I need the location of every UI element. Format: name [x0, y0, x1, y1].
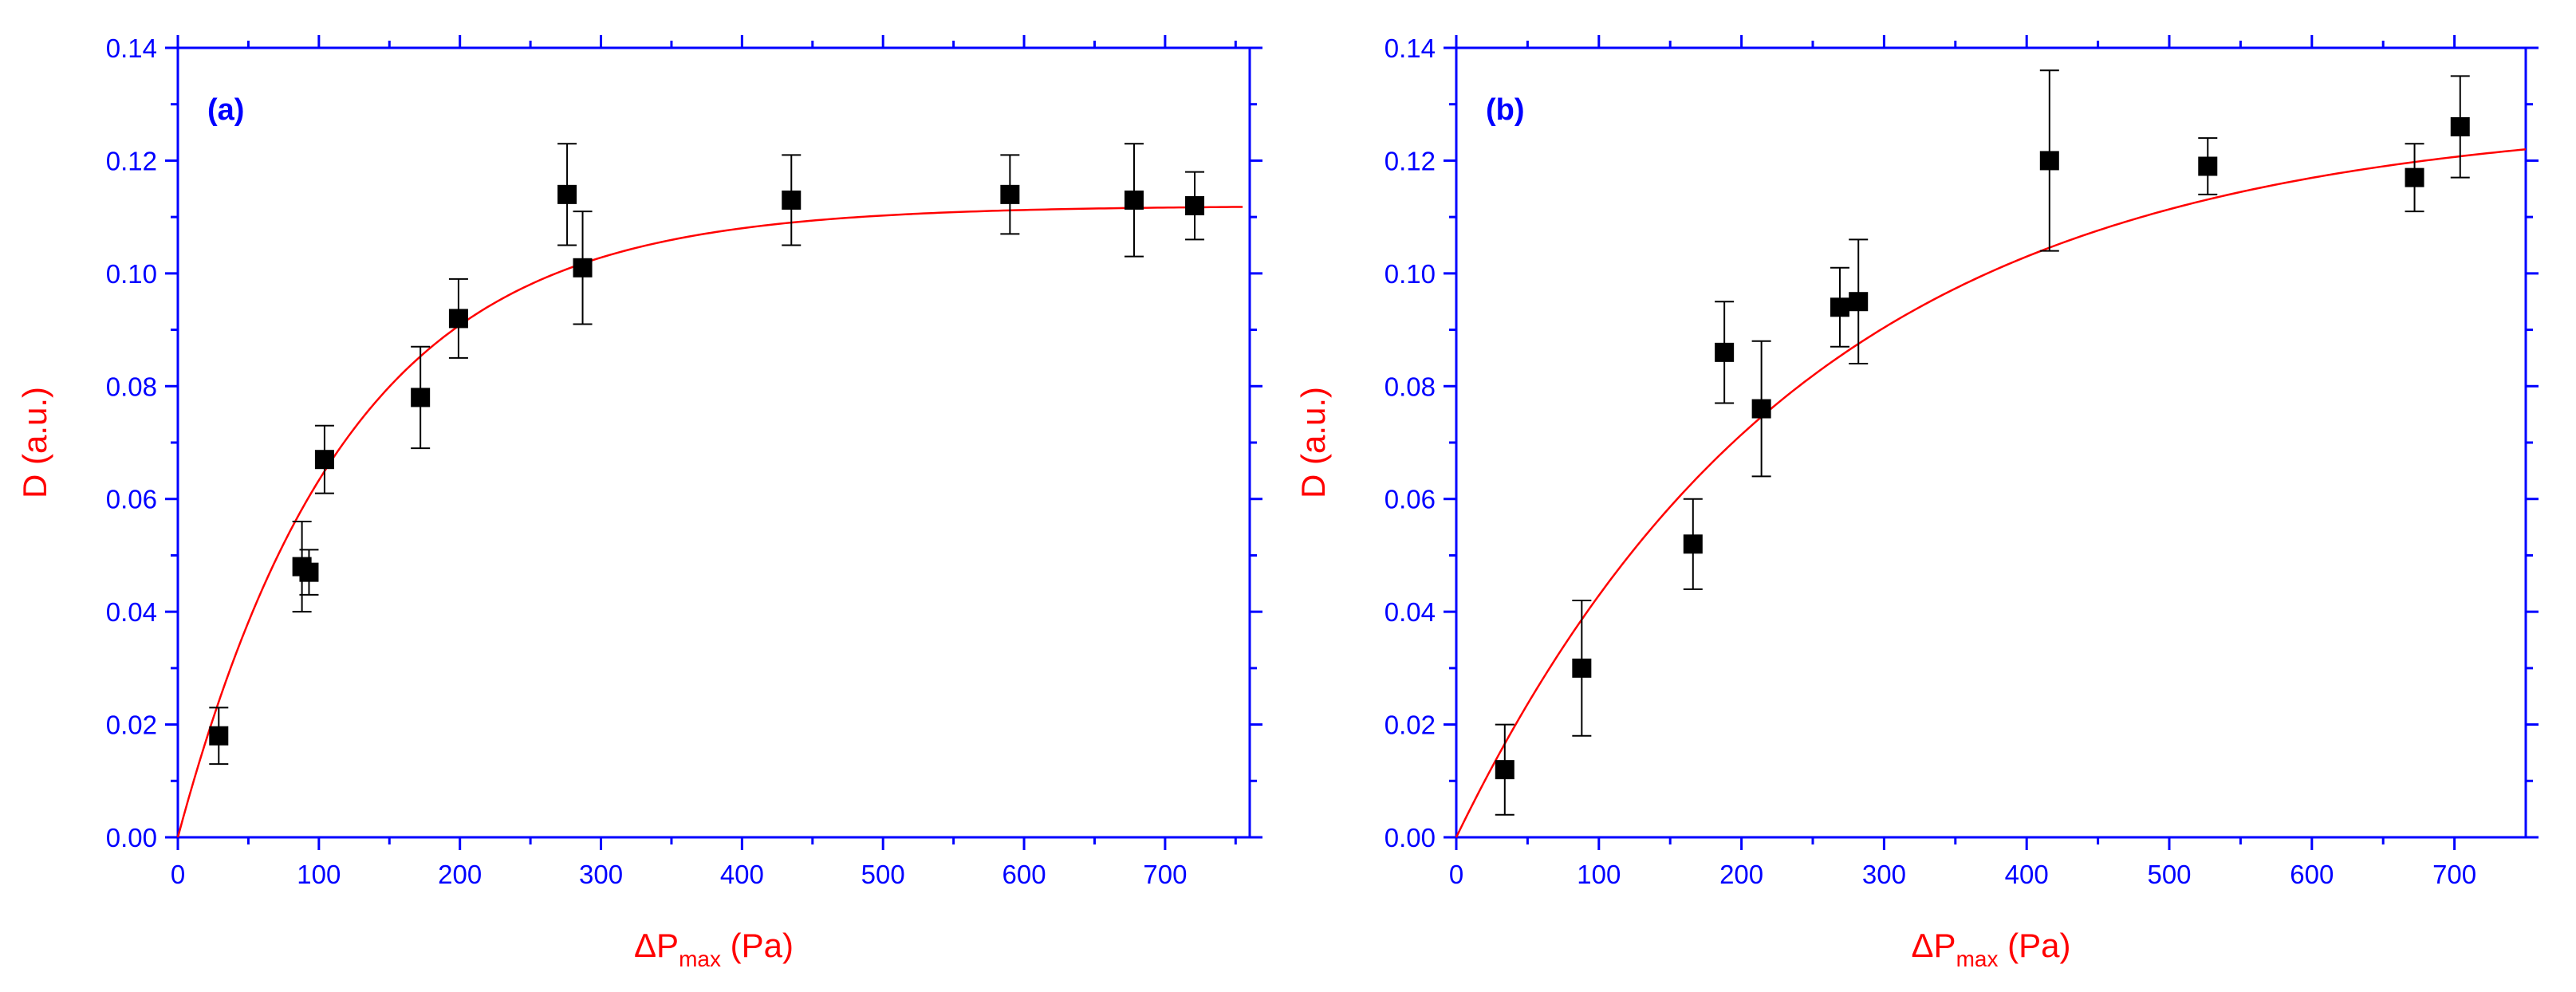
x-axis-title-subscript: max [679, 947, 721, 971]
data-point [1683, 534, 1703, 554]
x-tick-label: 300 [1862, 860, 1906, 889]
data-point [411, 388, 431, 407]
fit-curve [1455, 148, 2527, 838]
x-tick-label: 100 [297, 860, 341, 889]
x-tick-label: 400 [720, 860, 764, 889]
y-axis-title: D (a.u.) [1294, 387, 1332, 498]
x-tick-label: 700 [1143, 860, 1187, 889]
y-tick-label: 0.10 [1385, 259, 1436, 289]
y-tick-label: 0.06 [1385, 485, 1436, 514]
data-point [782, 190, 802, 210]
data-point [1185, 196, 1205, 215]
x-tick-label: 400 [2005, 860, 2049, 889]
data-point [557, 184, 577, 204]
data-point [2450, 117, 2470, 136]
y-tick-label: 0.08 [106, 372, 157, 401]
y-tick-label: 0.08 [1385, 372, 1436, 401]
x-tick-label: 300 [579, 860, 623, 889]
y-tick-label: 0.04 [106, 597, 157, 627]
x-axis-title-subscript: max [1956, 947, 1999, 971]
data-point [1715, 342, 1735, 362]
data-point [1849, 292, 1869, 312]
y-tick-label: 0.14 [1385, 33, 1436, 63]
x-axis-title-main: ΔP [1912, 927, 1956, 964]
data-point [1000, 184, 1020, 204]
x-tick-label: 700 [2432, 860, 2476, 889]
y-tick-label: 0.06 [106, 485, 157, 514]
x-tick-label: 500 [2147, 860, 2191, 889]
y-tick-label: 0.04 [1385, 597, 1436, 627]
data-point [314, 450, 334, 470]
x-axis-title-main: ΔP [634, 927, 679, 964]
data-point [1830, 297, 1849, 317]
plot-frame [176, 46, 1251, 839]
x-tick-label: 500 [861, 860, 905, 889]
panel-label: (b) [1486, 93, 1525, 127]
y-axis-title: D (a.u.) [16, 387, 53, 498]
y-tick-label: 0.00 [1385, 823, 1436, 852]
data-point [209, 726, 229, 746]
x-tick-label: 200 [1719, 860, 1763, 889]
x-tick-label: 200 [438, 860, 482, 889]
x-axis-title-unit: (Pa) [721, 927, 794, 964]
data-point [2039, 151, 2059, 171]
x-axis-title-unit: (Pa) [1998, 927, 2070, 964]
fit-curve [176, 206, 1243, 838]
data-point [448, 309, 468, 329]
data-point [1572, 658, 1592, 678]
data-point [2198, 156, 2218, 176]
panel-b: 0 100 200 300 400 500 600 700 0.00 0.02 0.04 0.06 0.… [1294, 33, 2539, 971]
x-axis-title: ΔPmax (Pa) [634, 927, 794, 971]
data-point [573, 258, 593, 278]
x-tick-label: 0 [171, 860, 185, 889]
data-point [1495, 760, 1514, 780]
y-tick-label: 0.02 [1385, 711, 1436, 740]
y-tick-label: 0.12 [106, 146, 157, 175]
y-tick-label: 0.02 [106, 711, 157, 740]
data-point [299, 562, 319, 582]
data-point [2405, 167, 2424, 187]
y-tick-label: 0.00 [106, 823, 157, 852]
x-tick-label: 600 [2290, 860, 2334, 889]
panel-label: (a) [207, 93, 244, 127]
panel-a: 0 100 200 300 400 500 600 700 0.00 0.02 0.04 0.06 0.… [16, 33, 1262, 971]
x-tick-label: 600 [1002, 860, 1046, 889]
data-point [1751, 399, 1771, 419]
plot-frame [1455, 46, 2527, 839]
y-tick-label: 0.12 [1385, 146, 1436, 175]
x-tick-label: 100 [1577, 860, 1621, 889]
y-tick-label: 0.14 [106, 33, 157, 63]
x-tick-label: 0 [1449, 860, 1463, 889]
x-axis-title: ΔPmax (Pa) [1912, 927, 2071, 971]
data-point [1124, 190, 1144, 210]
y-tick-label: 0.10 [106, 259, 157, 289]
